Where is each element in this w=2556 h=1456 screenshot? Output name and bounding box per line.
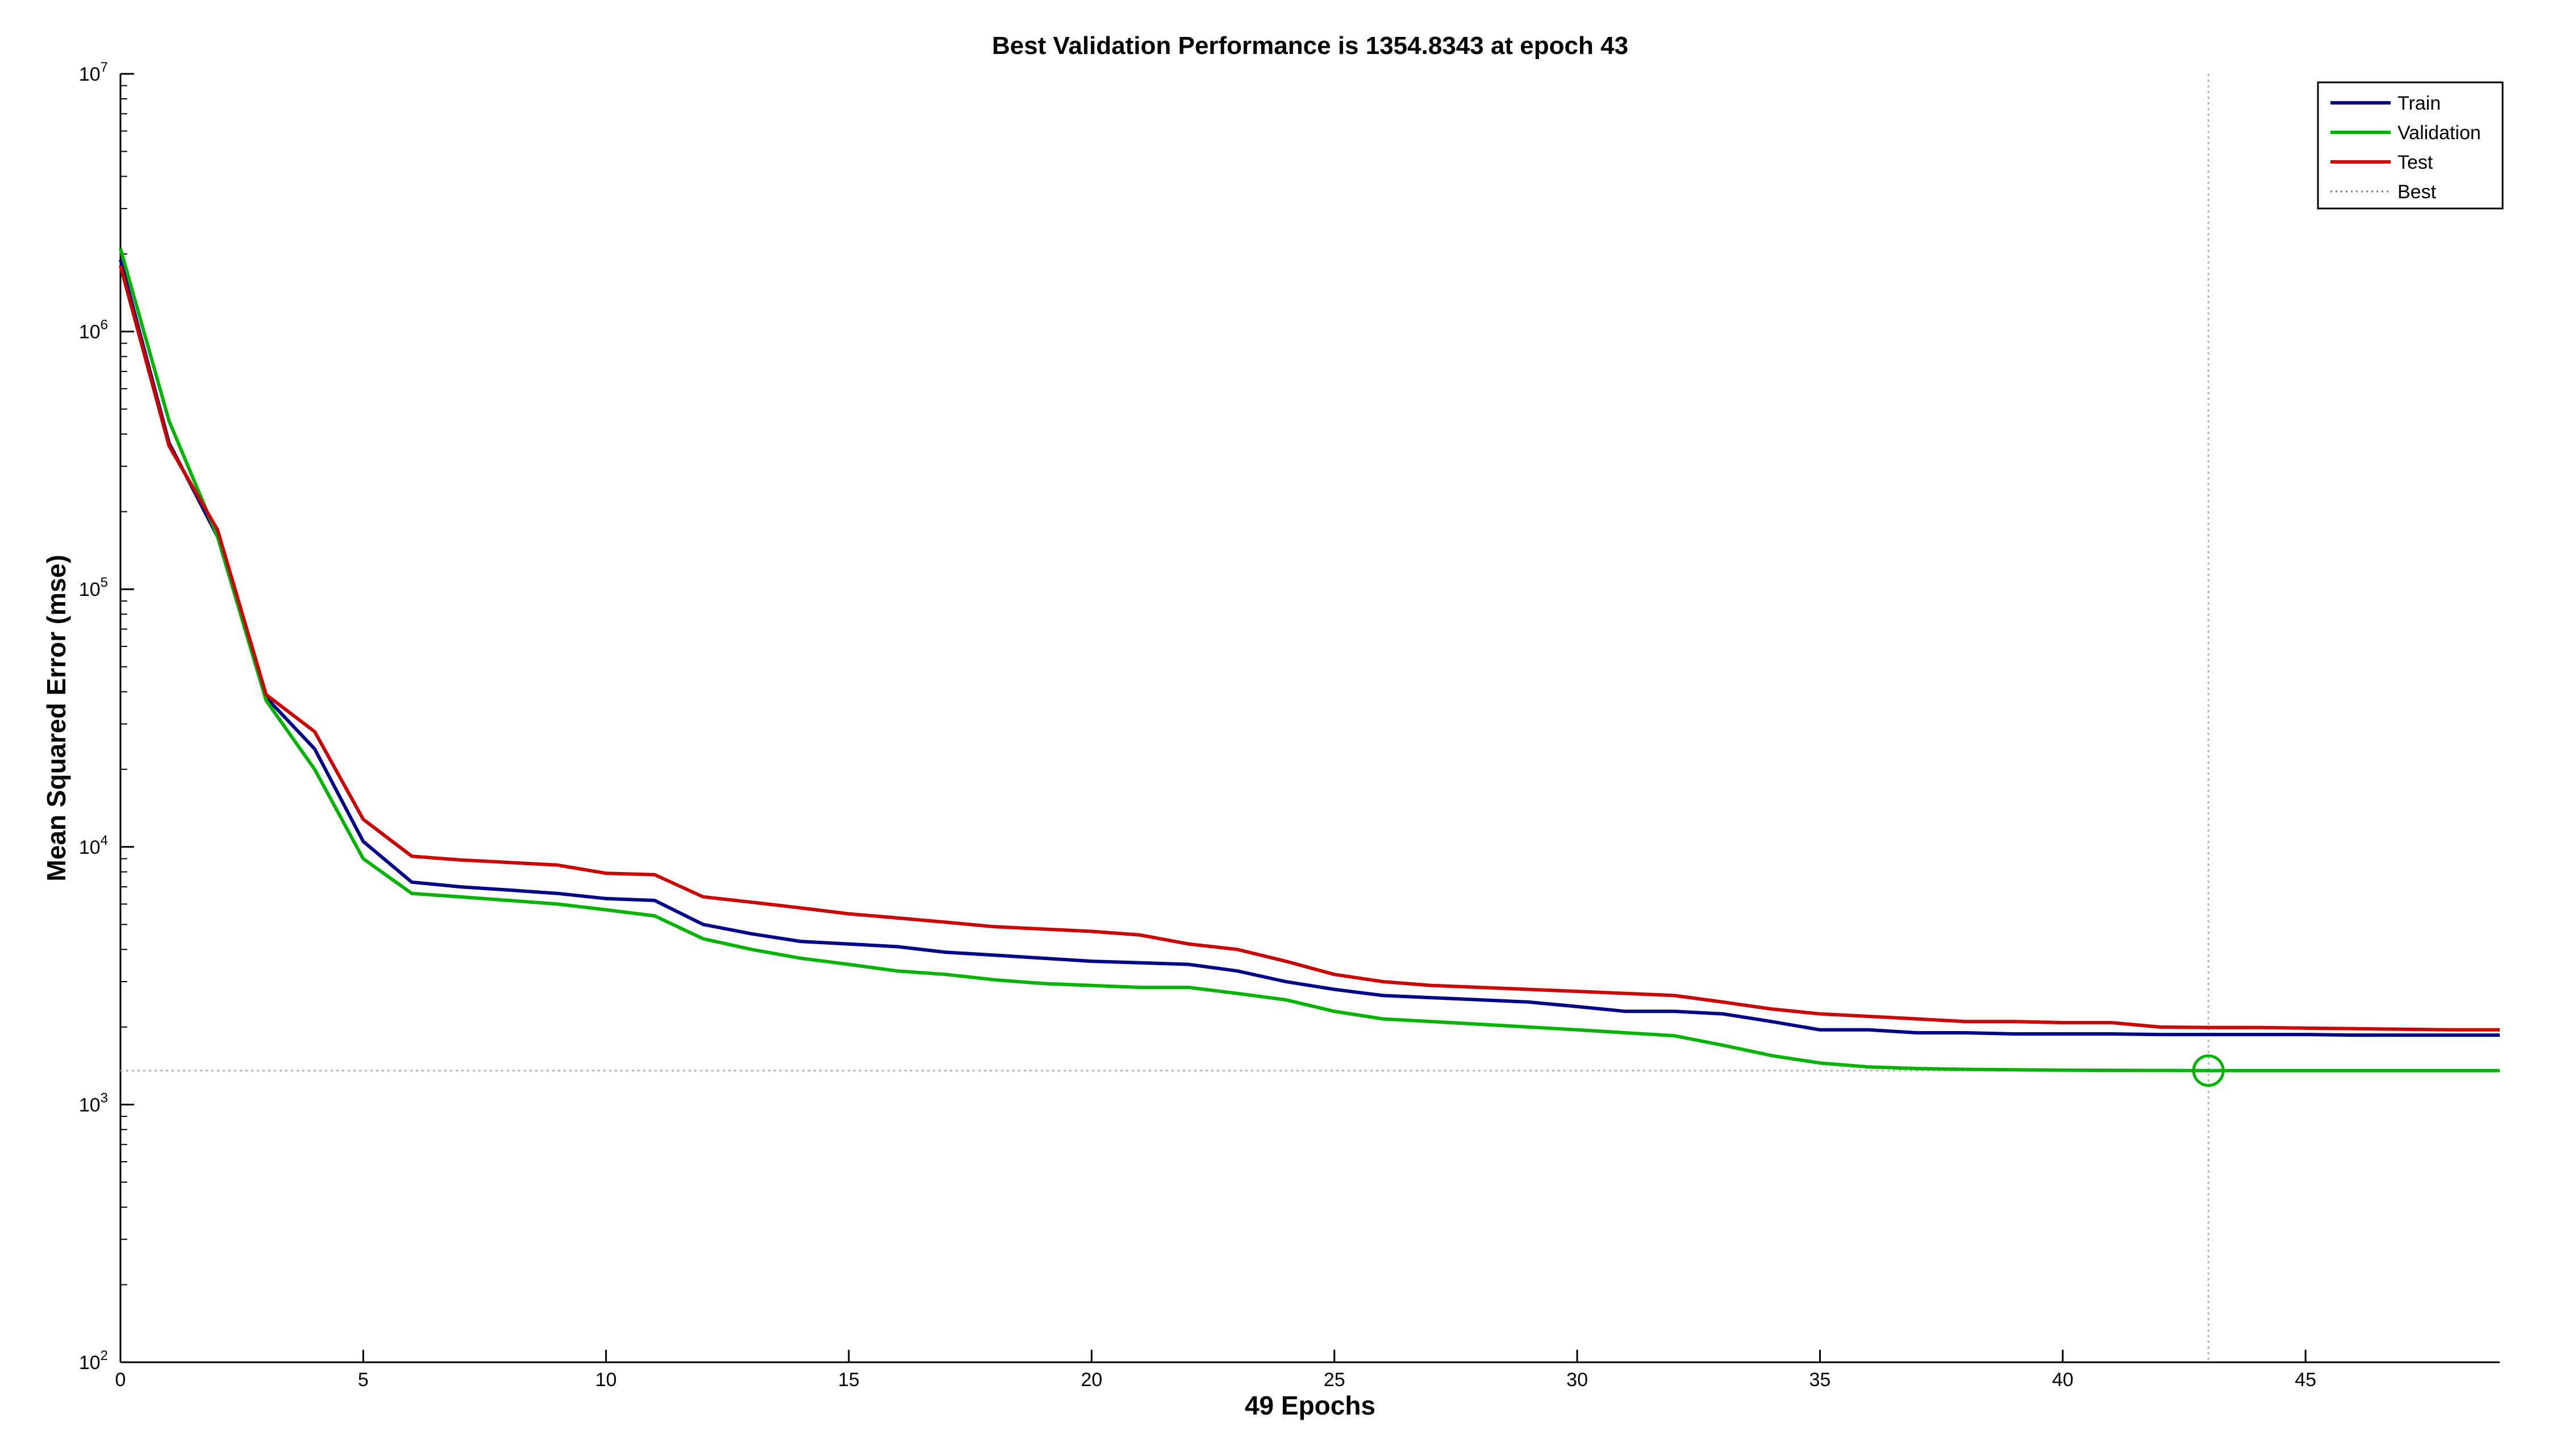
best-marker bbox=[2192, 1054, 2225, 1087]
legend-label-test: Test bbox=[2397, 152, 2433, 173]
series-line-test bbox=[119, 265, 2500, 1032]
legend-label-train: Train bbox=[2397, 93, 2441, 114]
x-tick-label: 30 bbox=[1566, 1369, 1588, 1391]
x-tick-label: 10 bbox=[595, 1369, 617, 1391]
plot-area: 0 5 10 15 20 25 30 35 40 45 102 103 104 105 106 107 bbox=[79, 60, 2500, 1391]
y-tick-label: 102 bbox=[79, 1348, 108, 1374]
y-tick-label: 104 bbox=[79, 833, 108, 858]
legend-label-validation: Validation bbox=[2397, 122, 2481, 144]
chart-title: Best Validation Performance is 1354.8343… bbox=[992, 32, 1628, 60]
x-tick-label: 45 bbox=[2295, 1369, 2316, 1391]
series-line-train bbox=[119, 259, 2500, 1037]
y-tick-label: 106 bbox=[79, 318, 108, 343]
x-tick-label: 20 bbox=[1081, 1369, 1102, 1391]
y-tick-label: 105 bbox=[79, 575, 108, 600]
y-tick-label: 107 bbox=[79, 60, 108, 85]
y-tick-label: 103 bbox=[79, 1090, 108, 1116]
legend: Train Validation Test Best bbox=[2317, 81, 2504, 210]
x-tick-label: 35 bbox=[1809, 1369, 1831, 1391]
x-tick-label: 25 bbox=[1324, 1369, 1345, 1391]
x-tick-label: 40 bbox=[2052, 1369, 2074, 1391]
x-tick-label: 5 bbox=[358, 1369, 369, 1391]
x-tick-label: 15 bbox=[838, 1369, 860, 1391]
series-line-validation bbox=[119, 248, 2500, 1073]
x-tick-label: 0 bbox=[115, 1369, 126, 1391]
legend-label-best: Best bbox=[2397, 181, 2437, 203]
y-axis-label: Mean Squared Error (mse) bbox=[41, 554, 71, 881]
x-axis-label: 49 Epochs bbox=[1245, 1391, 1375, 1420]
